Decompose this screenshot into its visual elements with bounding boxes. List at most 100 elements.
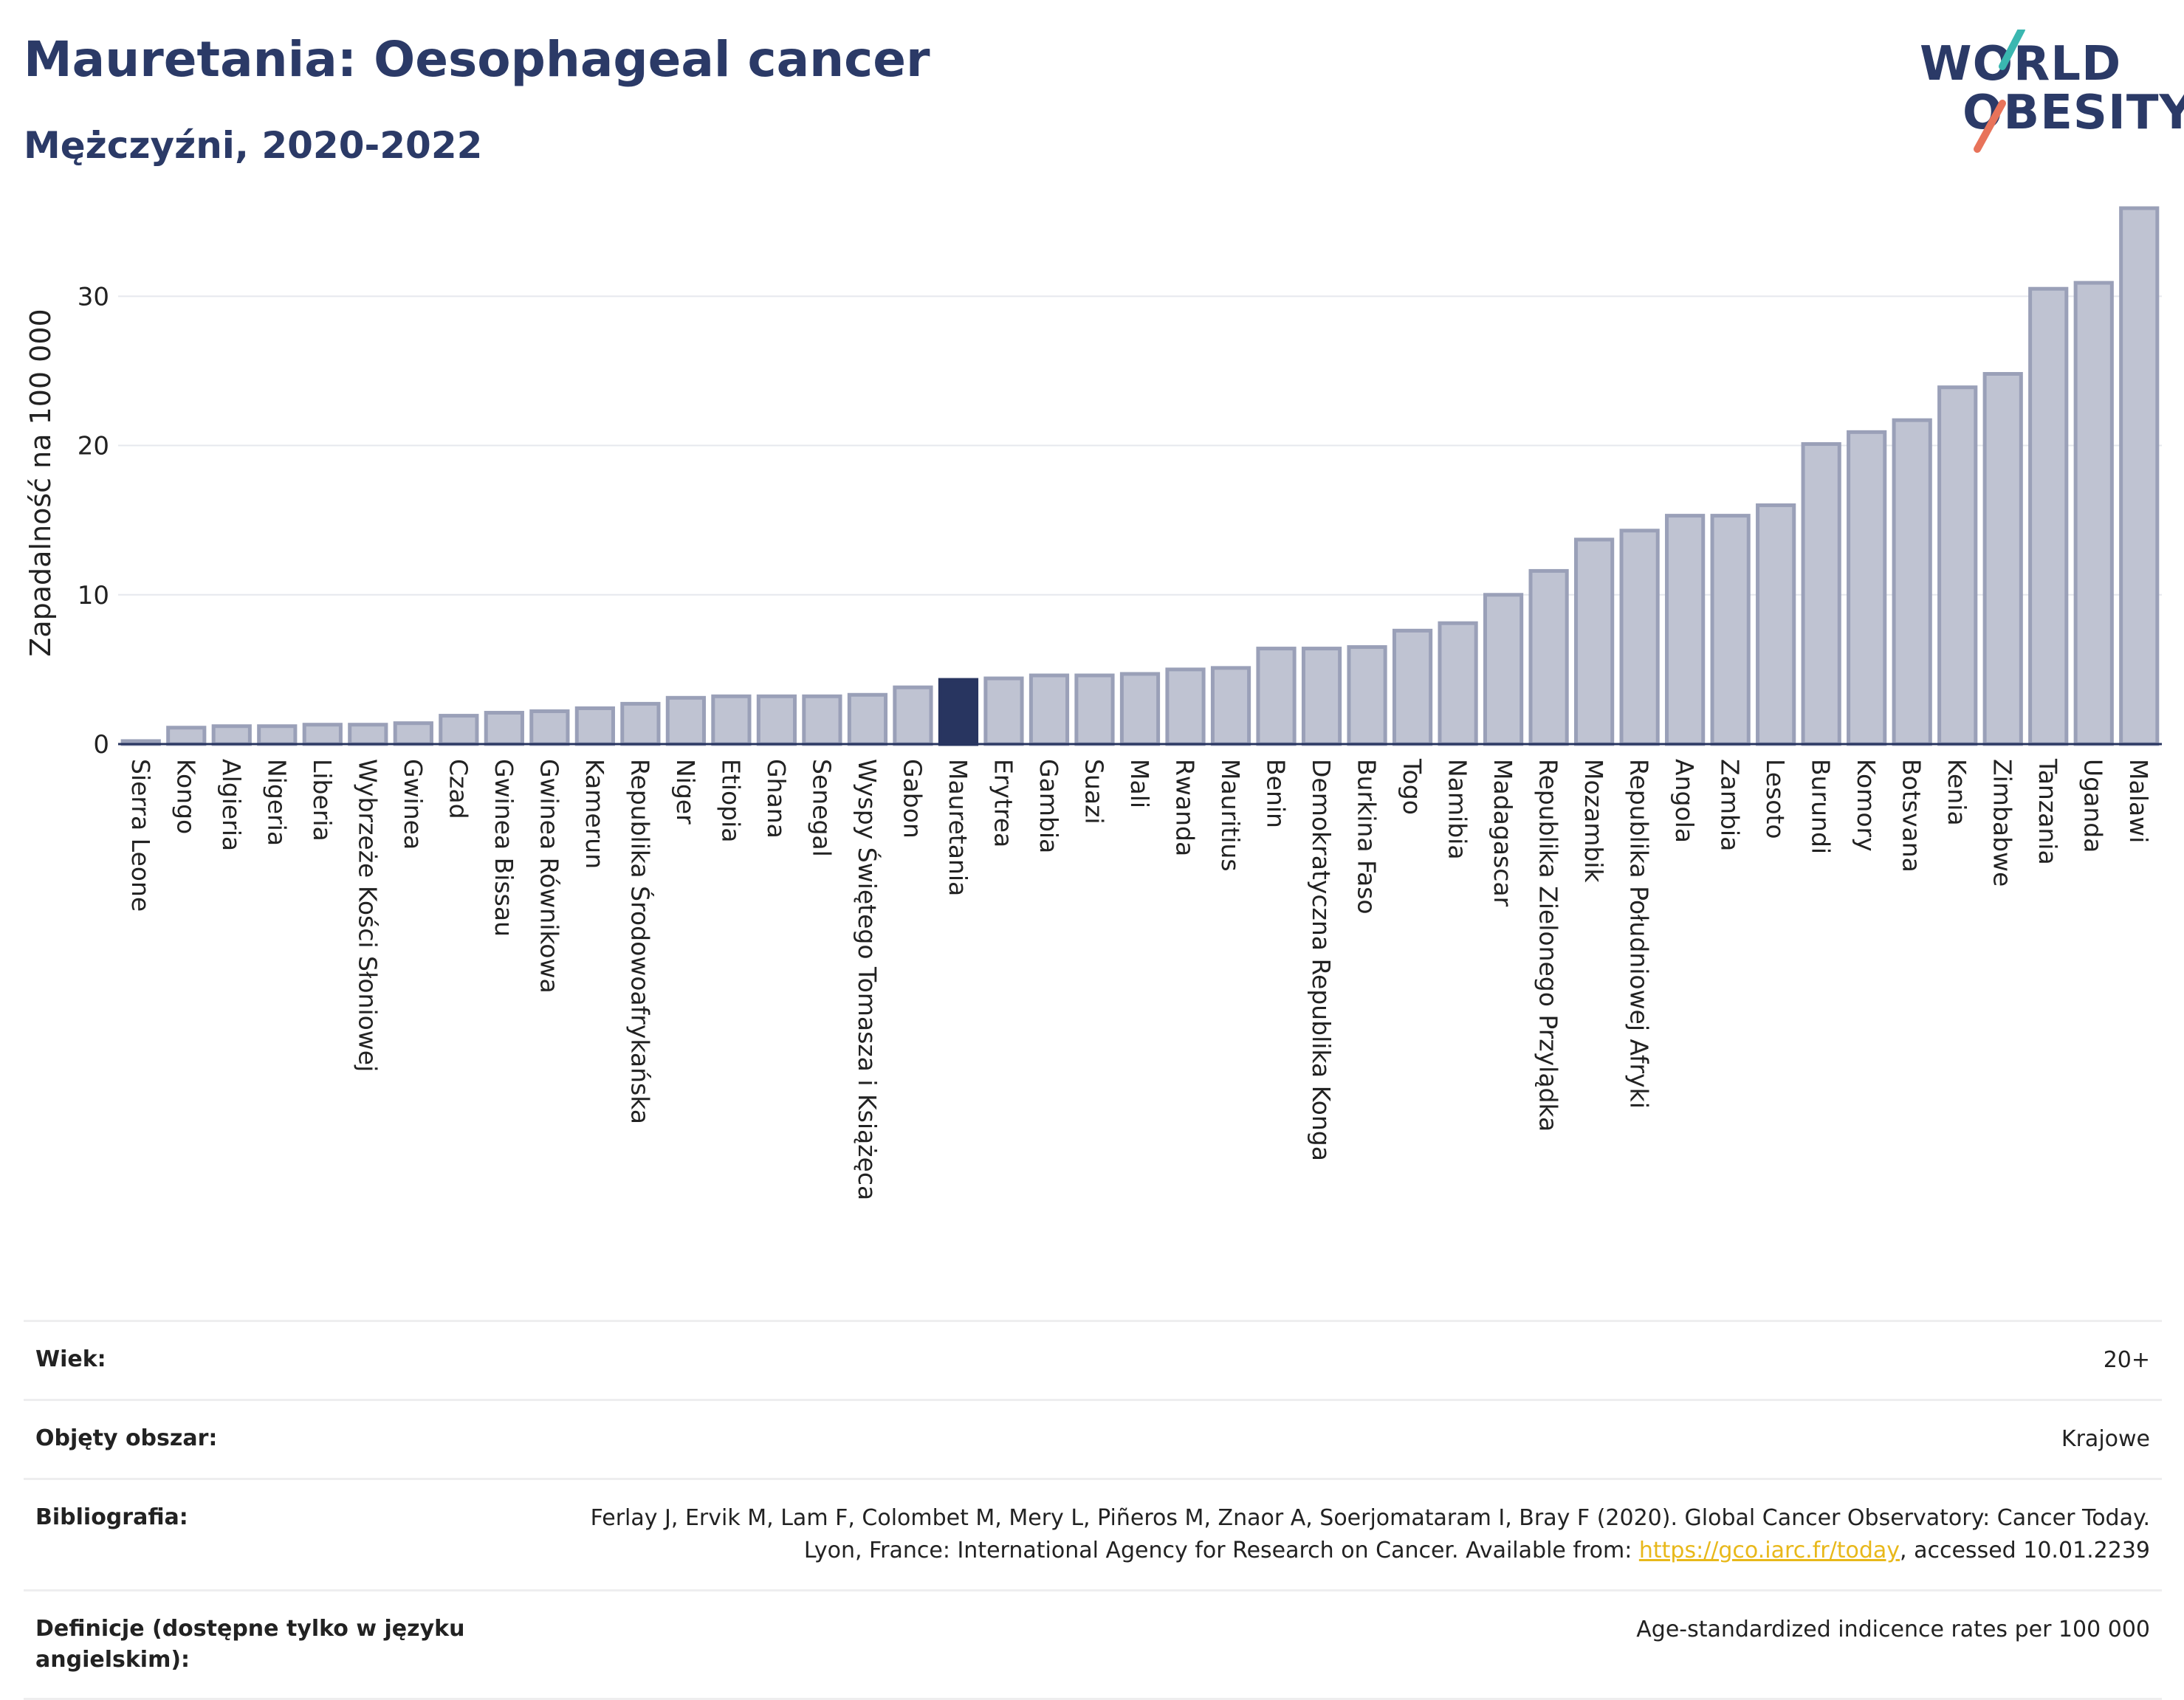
x-tick-label: Lesoto <box>1761 759 1790 839</box>
x-tick-label: Nigeria <box>262 759 291 846</box>
x-tick-label: Gwinea <box>399 759 427 850</box>
bar-komory[interactable] <box>1847 430 1887 746</box>
meta-value-definitions: Age-standardized indicence rates per 100… <box>1636 1617 2150 1642</box>
bar-chart: 0 10 20 30 Zapadalność na 100 000 Sierra Leon… <box>24 206 2162 1200</box>
bar-angola[interactable] <box>1665 514 1706 746</box>
bar-wybrzeże-kości-słoniowej[interactable] <box>348 723 388 746</box>
bar-rwanda[interactable] <box>1165 667 1206 746</box>
meta-row-area: Objęty obszar: Krajowe <box>24 1399 2162 1478</box>
bar-burundi[interactable] <box>1801 442 1841 746</box>
bar-zambia[interactable] <box>1710 514 1751 746</box>
bar-mauritius[interactable] <box>1210 666 1251 746</box>
meta-label-area: Objęty obszar: <box>35 1425 218 1451</box>
x-tick-label: Tanzania <box>2033 758 2062 865</box>
x-tick-label: Gabon <box>898 759 927 839</box>
x-tick-label: Mauretania <box>944 759 972 896</box>
x-tick-label: Mauritius <box>1216 759 1245 872</box>
bar-republika-południowej-afryki[interactable] <box>1619 529 1660 746</box>
bar-liberia[interactable] <box>302 723 343 746</box>
bar-etiopia[interactable] <box>711 694 752 746</box>
bar-erytrea[interactable] <box>983 676 1024 746</box>
x-tick-label: Republika Zielonego Przylądka <box>1534 759 1563 1132</box>
bar-niger[interactable] <box>665 695 706 746</box>
bar-botsvana[interactable] <box>1892 418 1932 746</box>
bar-gambia[interactable] <box>1029 673 1070 746</box>
bar-ghana[interactable] <box>756 694 797 746</box>
bar-mauretania[interactable] <box>938 678 979 746</box>
x-tick-label: Kongo <box>171 759 200 834</box>
bar-senegal[interactable] <box>802 694 842 746</box>
x-tick-label: Kamerun <box>580 759 609 869</box>
metadata-table: Wiek: 20+ Objęty obszar: Krajowe Bibliog… <box>24 1320 2162 1700</box>
bar-gwinea[interactable] <box>393 721 433 746</box>
bar-benin[interactable] <box>1256 647 1297 746</box>
x-tick-label: Kenia <box>1943 759 1971 826</box>
x-tick-label: Zimbabwe <box>1988 759 2017 887</box>
bar-nigeria[interactable] <box>257 724 298 746</box>
x-tick-label: Sierra Leone <box>126 759 155 912</box>
bar-malawi[interactable] <box>2119 206 2160 746</box>
page-subtitle: Mężczyźni, 2020-2022 <box>24 124 483 167</box>
x-tick-label: Gambia <box>1034 759 1063 853</box>
bar-zimbabwe[interactable] <box>1982 371 2023 746</box>
meta-value-area: Krajowe <box>2061 1426 2150 1452</box>
bar-kenia[interactable] <box>1937 385 1978 746</box>
bibliography-accessed: , accessed 10.01.2239 <box>1900 1538 2150 1563</box>
x-tick-label: Czad <box>444 759 473 819</box>
x-tick-label: Zambia <box>1716 759 1745 851</box>
bar-tanzania[interactable] <box>2028 286 2069 746</box>
x-tick-label: Mozambik <box>1579 759 1608 883</box>
bar-demokratyczna-republika-konga[interactable] <box>1301 647 1342 746</box>
x-tick-label: Erytrea <box>989 759 1017 847</box>
y-tick-label: 30 <box>78 282 109 312</box>
x-tick-label: Burkina Faso <box>1353 759 1381 915</box>
x-tick-label: Rwanda <box>1171 759 1200 856</box>
bar-kongo[interactable] <box>166 726 207 746</box>
y-tick-label: 20 <box>78 432 109 461</box>
x-tick-label: Namibia <box>1443 759 1472 860</box>
x-tick-label: Senegal <box>807 759 836 857</box>
bar-gwinea-bissau[interactable] <box>484 711 524 746</box>
x-tick-label: Gwinea Bissau <box>490 759 518 937</box>
x-tick-label: Ghana <box>762 759 791 839</box>
y-tick-label: 0 <box>93 730 109 760</box>
x-tick-label: Republika Południowej Afryki <box>1625 759 1654 1109</box>
x-tick-label: Suazi <box>1079 759 1108 825</box>
meta-label-bibliography: Bibliografia: <box>35 1504 188 1530</box>
bar-gwinea-równikowa[interactable] <box>529 709 570 746</box>
x-tick-label: Benin <box>1262 759 1291 828</box>
bar-czad[interactable] <box>439 714 479 746</box>
bar-republika-środowoafrykańska[interactable] <box>620 701 661 746</box>
x-tick-label: Angola <box>1670 759 1699 843</box>
bar-togo[interactable] <box>1392 628 1433 746</box>
meta-label-age: Wiek: <box>35 1346 106 1372</box>
bar-madagascar[interactable] <box>1483 593 1524 746</box>
bar-lesoto[interactable] <box>1756 503 1796 746</box>
meta-row-age: Wiek: 20+ <box>24 1320 2162 1399</box>
x-tick-label: Demokratyczna Republika Konga <box>1307 759 1336 1161</box>
x-tick-label: Komory <box>1852 759 1881 852</box>
x-tick-label: Algieria <box>217 759 246 851</box>
x-tick-label: Togo <box>1398 758 1426 815</box>
bar-mozambik[interactable] <box>1574 537 1615 746</box>
bar-uganda[interactable] <box>2073 281 2114 746</box>
bar-republika-zielonego-przylądka[interactable] <box>1528 568 1569 746</box>
page-title: Mauretania: Oesophageal cancer <box>24 31 930 88</box>
x-tick-label: Uganda <box>2079 759 2108 853</box>
y-axis-label: Zapadalność na 100 000 <box>24 309 57 656</box>
x-tick-label: Niger <box>671 759 700 825</box>
x-tick-label: Madagascar <box>1488 759 1517 907</box>
bar-mali[interactable] <box>1119 672 1161 746</box>
x-tick-label: Etiopia <box>716 759 745 843</box>
bar-suazi[interactable] <box>1074 673 1115 746</box>
meta-label-definitions: Definicje (dostępne tylko w języku angie… <box>35 1616 465 1673</box>
bar-gabon[interactable] <box>893 685 933 746</box>
bar-burkina-faso[interactable] <box>1347 645 1387 746</box>
bar-namibia[interactable] <box>1438 621 1478 746</box>
logo-word-world: WORLD <box>1920 37 2122 92</box>
x-tick-label: Liberia <box>308 759 337 842</box>
bar-kamerun[interactable] <box>574 706 615 746</box>
bar-algieria[interactable] <box>211 724 252 746</box>
bar-wyspy-świętego-tomasza-i-książęca[interactable] <box>847 692 888 746</box>
bibliography-link[interactable]: https://gco.iarc.fr/today <box>1638 1538 1900 1563</box>
